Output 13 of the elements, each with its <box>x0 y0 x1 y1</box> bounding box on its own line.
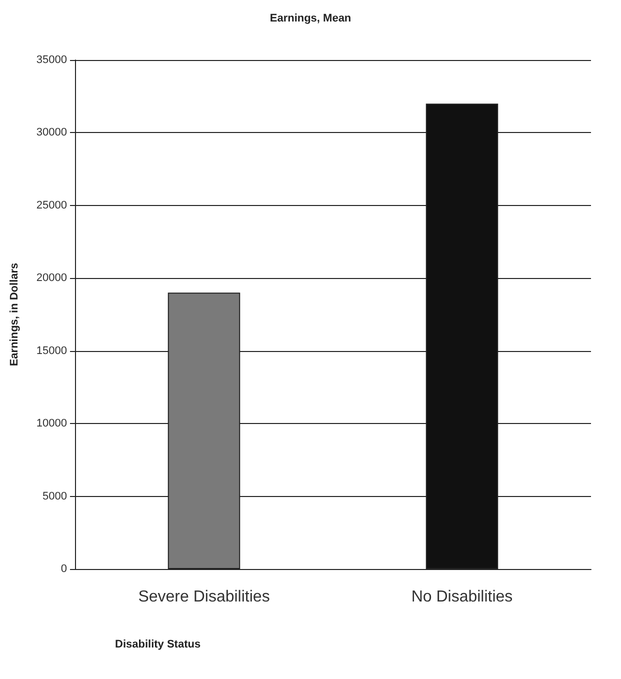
chart-title: Earnings, Mean <box>270 12 352 24</box>
x-tick-label: Severe Disabilities <box>138 588 270 606</box>
y-axis-title: Earnings, in Dollars <box>8 262 20 366</box>
y-tick-label: 20000 <box>36 272 67 284</box>
y-tick-label: 30000 <box>36 126 67 139</box>
y-tick-label: 5000 <box>42 490 67 502</box>
y-tick-label: 0 <box>60 563 67 575</box>
y-tick-label: 25000 <box>36 199 67 212</box>
x-tick-label: No Disabilities <box>411 588 513 606</box>
x-axis-title: Disability Status <box>115 638 201 650</box>
y-tick-label: 15000 <box>36 344 67 357</box>
y-tick-label: 35000 <box>36 54 67 66</box>
y-tick-label: 10000 <box>36 418 67 430</box>
